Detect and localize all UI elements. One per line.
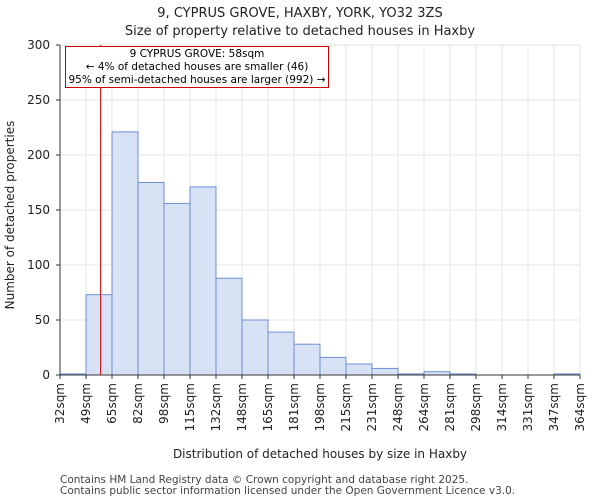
y-tick-label: 100 (27, 258, 50, 272)
y-tick-label: 50 (35, 313, 50, 327)
histogram-bar (85, 294, 113, 376)
x-tick-label: 49sqm (79, 383, 93, 424)
footer-licence: Contains public sector information licen… (60, 485, 516, 497)
x-tick-label: 82sqm (131, 383, 145, 424)
x-tick-label: 198sqm (313, 383, 327, 431)
y-tick-label: 150 (27, 203, 50, 217)
x-tick-label: 248sqm (391, 383, 405, 431)
x-tick-label: 347sqm (547, 383, 561, 431)
y-tick-label: 250 (27, 93, 50, 107)
chart-title: 9, CYPRUS GROVE, HAXBY, YORK, YO32 3ZS (157, 6, 443, 21)
x-tick-label: 32sqm (53, 383, 67, 424)
x-tick-label: 181sqm (287, 383, 301, 431)
histogram-bar (371, 367, 399, 376)
x-tick-label: 165sqm (261, 383, 275, 431)
x-axis-label: Distribution of detached houses by size … (173, 447, 467, 461)
footer-copyright: Contains HM Land Registry data © Crown c… (60, 474, 469, 486)
histogram-bar (163, 202, 191, 376)
chart-subtitle: Size of property relative to detached ho… (124, 24, 476, 39)
x-tick-label: 148sqm (235, 383, 249, 431)
annotation-line-2: ← 4% of detached houses are smaller (46) (85, 61, 309, 73)
y-tick-label: 300 (27, 38, 50, 52)
y-tick-label: 200 (27, 148, 50, 162)
x-tick-label: 281sqm (443, 383, 457, 431)
x-tick-label: 65sqm (105, 383, 119, 424)
x-tick-label: 231sqm (365, 383, 379, 431)
annotation-line-1: 9 CYPRUS GROVE: 58sqm (129, 48, 265, 60)
x-tick-label: 264sqm (417, 383, 431, 431)
x-tick-label: 98sqm (157, 383, 171, 424)
x-tick-label: 132sqm (209, 383, 223, 431)
histogram-bar (267, 331, 295, 376)
histogram-bar (293, 343, 321, 376)
x-tick-label: 115sqm (183, 383, 197, 431)
x-tick-label: 331sqm (521, 383, 535, 431)
y-tick-label: 0 (42, 368, 50, 382)
histogram-bar (345, 363, 373, 376)
annotation-line-3: 95% of semi-detached houses are larger (… (68, 74, 326, 86)
histogram-bar (111, 131, 139, 376)
histogram-bar (215, 277, 243, 376)
y-axis-label: Number of detached properties (3, 121, 17, 310)
property-annotation-box: 9 CYPRUS GROVE: 58sqm ← 4% of detached h… (65, 46, 329, 88)
x-tick-label: 314sqm (495, 383, 509, 431)
histogram-bar (319, 356, 347, 376)
x-tick-label: 298sqm (469, 383, 483, 431)
x-tick-label: 215sqm (339, 383, 353, 431)
histogram-bar (189, 186, 217, 376)
x-tick-label: 364sqm (573, 383, 587, 431)
histogram-bar (137, 182, 165, 376)
histogram-bar (241, 319, 269, 376)
